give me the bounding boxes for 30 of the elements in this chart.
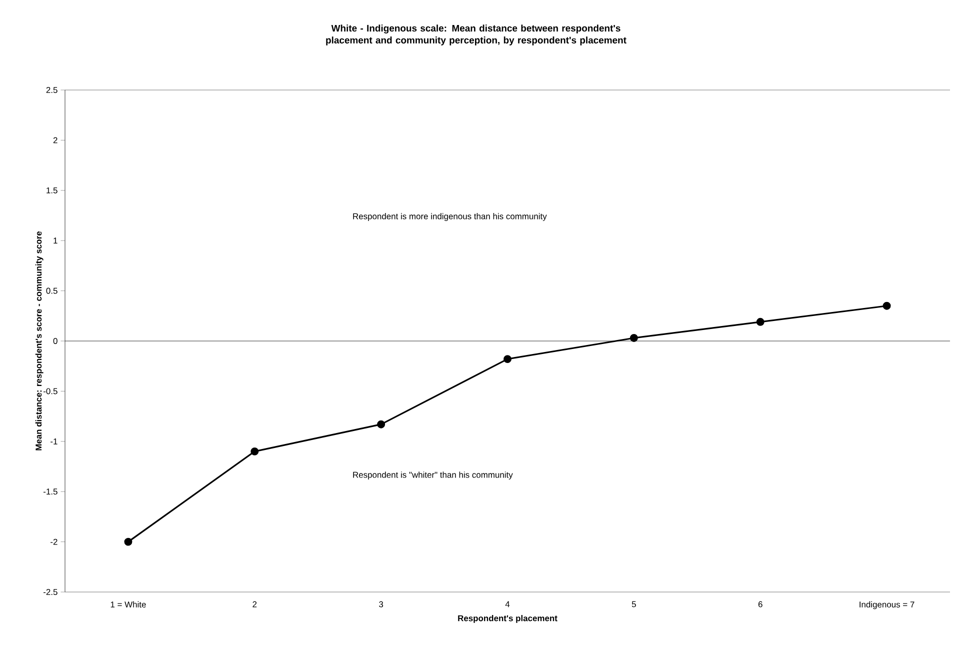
y-tick-label: 1 bbox=[54, 238, 58, 244]
y-tick-label: -2 bbox=[50, 538, 58, 545]
point bbox=[124, 538, 132, 546]
x-tick-label: 4 bbox=[505, 601, 510, 608]
y-axis-title: Mean distance: respondent's score - community score bbox=[35, 231, 44, 450]
y-tick-label: 2 bbox=[53, 137, 58, 144]
y-tick-label: 0.5 bbox=[46, 288, 58, 294]
x-tick-label: 3 bbox=[379, 601, 384, 608]
x-axis-title: Respondent's placement bbox=[458, 615, 558, 623]
x-tick-label: 1 = White bbox=[110, 601, 146, 608]
x-tick-label: 6 bbox=[758, 601, 762, 608]
annotation: Respondent is "whiter" than his community bbox=[353, 472, 513, 480]
y-tick-label: -1 bbox=[50, 438, 58, 444]
point bbox=[250, 447, 259, 456]
annotation: Respondent is more indigenous than his community bbox=[353, 213, 547, 221]
x-tick-label: 2 bbox=[252, 601, 257, 608]
x-tick-label: 5 bbox=[632, 601, 636, 608]
x-tick-label: Indigenous = 7 bbox=[860, 601, 914, 610]
point bbox=[756, 318, 764, 326]
chart-title: White - Indigenous scale: Mean distance between respondent's placement and community perception, by respondent's placement bbox=[326, 24, 626, 46]
y-tick-label: 2.5 bbox=[46, 87, 58, 93]
y-tick-label: 0 bbox=[53, 338, 58, 344]
y-tick-label: -1.5 bbox=[44, 488, 58, 495]
point bbox=[882, 302, 891, 310]
y-tick-label: 1.5 bbox=[46, 187, 58, 194]
y-tick-label: -0.5 bbox=[44, 388, 58, 394]
point bbox=[504, 355, 512, 364]
point bbox=[377, 420, 386, 428]
point bbox=[630, 334, 638, 342]
y-tick-label: -2.5 bbox=[44, 589, 58, 595]
